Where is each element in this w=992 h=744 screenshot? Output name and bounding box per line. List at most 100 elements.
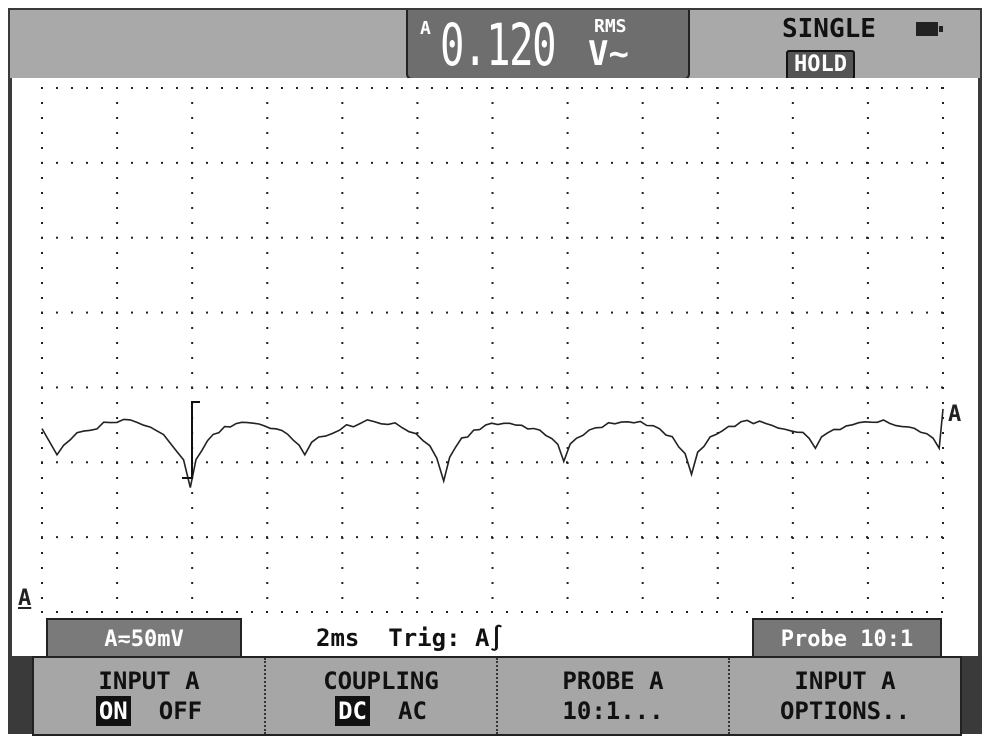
grid-dot (266, 357, 268, 359)
grid-dot (341, 177, 343, 179)
grid-dot (356, 162, 358, 164)
grid-dot (791, 312, 793, 314)
softkey-input-options[interactable]: INPUT A OPTIONS.. (730, 658, 960, 734)
grid-dot (716, 386, 718, 388)
grid-dot (642, 597, 644, 599)
grid-dot (942, 102, 944, 104)
grid-dot (716, 162, 718, 164)
grid-dot (716, 87, 718, 89)
softkey-coupling[interactable]: COUPLING DC AC (266, 658, 498, 734)
grid-dot (146, 312, 148, 314)
grid-dot (56, 386, 58, 388)
grid-dot (567, 252, 569, 254)
grid-dot (942, 207, 944, 209)
grid-dot (716, 461, 718, 463)
grid-dot (41, 402, 43, 404)
option-on[interactable]: ON (96, 696, 131, 726)
grid-dot (311, 237, 313, 239)
grid-dot (341, 386, 343, 388)
grid-dot (116, 611, 118, 613)
grid-dot (776, 611, 778, 613)
grid-dot (491, 87, 493, 89)
grid-dot (821, 237, 823, 239)
grid (41, 87, 944, 613)
grid-dot (416, 237, 418, 239)
grid-dot (551, 162, 553, 164)
grid-dot (416, 117, 418, 119)
grid-dot (851, 87, 853, 89)
grid-dot (942, 267, 944, 269)
grid-dot (581, 87, 583, 89)
grid-dot (116, 267, 118, 269)
grid-dot (386, 312, 388, 314)
grid-dot (266, 552, 268, 554)
grid-dot (806, 87, 808, 89)
grid-dot (266, 507, 268, 509)
grid-dot (686, 237, 688, 239)
grid-dot (596, 312, 598, 314)
grid-dot (236, 312, 238, 314)
grid-dot (281, 386, 283, 388)
grid-dot (566, 237, 568, 239)
grid-dot (492, 132, 494, 134)
grid-dot (611, 536, 613, 538)
grid-dot (311, 162, 313, 164)
grid-dot (821, 461, 823, 463)
softkey-label: COUPLING (266, 666, 496, 696)
option-ac[interactable]: AC (398, 696, 427, 726)
grid-dot (341, 447, 343, 449)
grid-dot (41, 282, 43, 284)
grid-dot (581, 312, 583, 314)
option-off[interactable]: OFF (159, 696, 202, 726)
grid-dot (567, 522, 569, 524)
grid-dot (266, 267, 268, 269)
grid-dot (41, 522, 43, 524)
grid-dot (116, 507, 118, 509)
grid-dot (191, 372, 193, 374)
softkey-probe-a[interactable]: PROBE A 10:1... (498, 658, 730, 734)
grid-dot (41, 87, 43, 89)
grid-dot (942, 372, 944, 374)
grid-dot (416, 282, 418, 284)
grid-dot (416, 222, 418, 224)
grid-dot (446, 386, 448, 388)
grid-dot (551, 87, 553, 89)
grid-dot (266, 87, 268, 89)
grid-dot (567, 492, 569, 494)
grid-dot (926, 536, 928, 538)
grid-dot (131, 461, 133, 463)
option-dc[interactable]: DC (335, 696, 370, 726)
grid-dot (867, 327, 869, 329)
grid-dot (867, 252, 869, 254)
grid-dot (911, 87, 913, 89)
grid-dot (611, 461, 613, 463)
grid-dot (642, 147, 644, 149)
grid-dot (491, 162, 493, 164)
grid-dot (792, 402, 794, 404)
grid-dot (116, 87, 118, 89)
grid-dot (341, 327, 343, 329)
grid-dot (642, 357, 644, 359)
grid-dot (341, 162, 343, 164)
grid-dot (161, 461, 163, 463)
grid-dot (86, 162, 88, 164)
grid-dot (671, 162, 673, 164)
grid-dot (941, 611, 943, 613)
softkey-input-a[interactable]: INPUT A ON OFF (34, 658, 266, 734)
grid-dot (792, 327, 794, 329)
grid-dot (146, 237, 148, 239)
grid-dot (717, 492, 719, 494)
grid-dot (251, 237, 253, 239)
grid-dot (341, 282, 343, 284)
grid-dot (911, 536, 913, 538)
grid-dot (567, 567, 569, 569)
grid-dot (341, 522, 343, 524)
grid-dot (567, 597, 569, 599)
grid-dot (341, 611, 343, 613)
grid-dot (942, 252, 944, 254)
grid-dot (296, 237, 298, 239)
grid-dot (41, 461, 43, 463)
grid-dot (821, 312, 823, 314)
grid-dot (191, 342, 193, 344)
grid-dot (41, 536, 43, 538)
